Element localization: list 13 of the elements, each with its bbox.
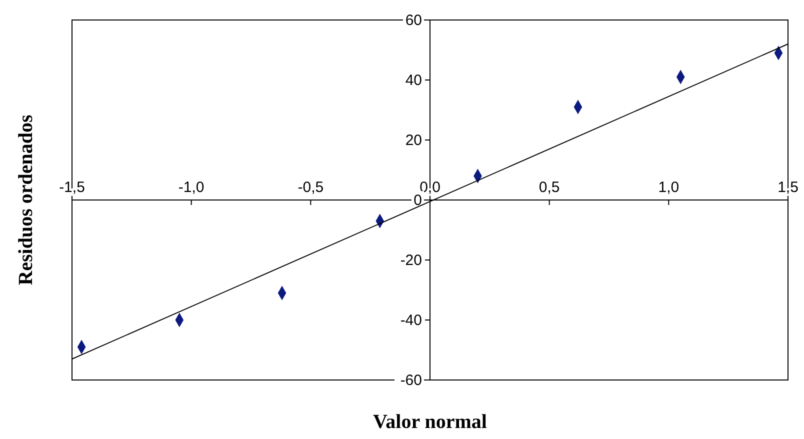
y-axis-title: Residuos ordenados: [15, 114, 37, 286]
x-axis-title: Valor normal: [373, 411, 488, 433]
y-tick-label: -60: [400, 372, 422, 389]
x-tick-label: 0,5: [538, 179, 560, 196]
x-tick-label: -1,0: [178, 179, 204, 196]
y-tick-label: -40: [400, 312, 422, 329]
y-tick-label: 20: [405, 132, 422, 149]
y-tick-label: 40: [405, 72, 422, 89]
y-tick-label: 0: [414, 192, 422, 209]
x-tick-label: -0,5: [298, 179, 324, 196]
x-tick-label: 1,0: [658, 179, 680, 196]
y-tick-label: 60: [405, 12, 422, 29]
y-tick-label: -20: [400, 252, 422, 269]
